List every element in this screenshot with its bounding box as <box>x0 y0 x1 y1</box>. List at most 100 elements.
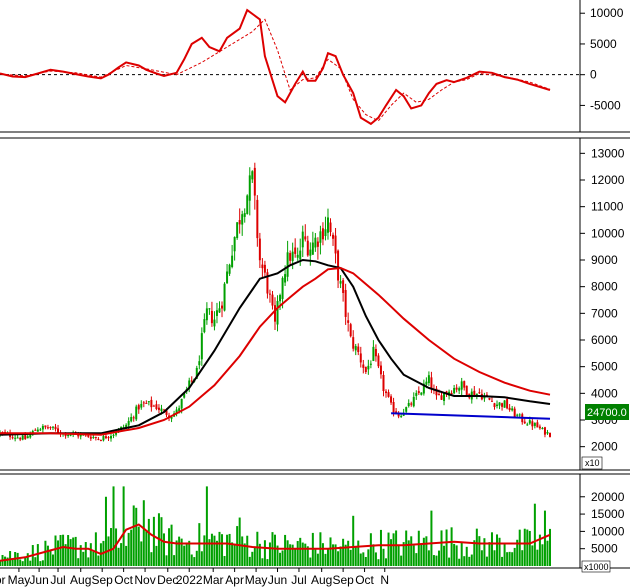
volume-bar <box>506 552 509 566</box>
candle-body <box>157 407 160 410</box>
x-tick-label: May <box>8 573 31 587</box>
volume-bar <box>258 543 261 566</box>
x-tick-label: Apr <box>225 573 244 587</box>
candle-body <box>291 251 294 262</box>
volume-bar <box>440 530 443 566</box>
candle-body <box>243 213 246 217</box>
volume-bar <box>291 544 294 566</box>
candle-body <box>377 355 380 367</box>
volume-bar <box>180 538 183 566</box>
candle-body <box>508 407 511 410</box>
volume-bar <box>496 534 499 566</box>
volume-tick-label: 15000 <box>591 507 625 521</box>
candle-body <box>506 398 509 409</box>
candle-body <box>513 408 516 417</box>
candle-body <box>203 319 206 333</box>
candle-body <box>147 401 150 403</box>
price-tick-label: 12000 <box>591 173 625 187</box>
candle-body <box>258 238 261 261</box>
volume-bar <box>488 542 491 566</box>
candle-body <box>145 402 148 404</box>
x-tick-label: Sep <box>91 573 113 587</box>
x-tick-label: Mar <box>203 573 224 587</box>
volume-bar <box>526 529 529 566</box>
volume-bar <box>546 540 549 566</box>
candle-body <box>170 417 173 419</box>
candle-body <box>321 228 324 240</box>
volume-bar <box>279 552 282 566</box>
candle-body <box>21 435 24 440</box>
candle-body <box>36 429 39 432</box>
volume-bar <box>296 541 299 566</box>
candle-body <box>246 195 249 214</box>
x-tick-label: Oct <box>114 573 133 587</box>
volume-bar <box>208 539 211 566</box>
candle-body <box>503 400 506 408</box>
candle-body <box>160 408 163 411</box>
candle-body <box>334 235 337 254</box>
volume-bar <box>374 552 377 566</box>
volume-bar <box>443 545 446 566</box>
candle-body <box>253 167 256 196</box>
volume-bar <box>531 545 534 566</box>
volume-bar <box>521 550 524 566</box>
volume-bar <box>518 529 521 566</box>
candle-body <box>306 240 309 256</box>
volume-bar <box>152 516 155 566</box>
x-tick-label: N <box>380 573 389 587</box>
candle-body <box>301 231 304 248</box>
candle-body <box>165 410 168 415</box>
price-tick-label: 5000 <box>591 360 618 374</box>
candle-body <box>458 388 461 391</box>
volume-bar <box>498 537 501 566</box>
volume-bar <box>316 553 319 566</box>
volume-bar <box>213 535 216 566</box>
volume-bar <box>359 553 362 566</box>
candle-body <box>213 319 216 327</box>
volume-bar <box>511 552 514 566</box>
volume-bar <box>523 528 526 566</box>
volume-bar <box>412 545 415 566</box>
x-tick-label: Dec <box>157 573 178 587</box>
candle-body <box>79 434 82 437</box>
volume-bar <box>178 536 181 566</box>
candle-body <box>437 394 440 396</box>
candle-body <box>493 403 496 407</box>
candle-body <box>339 281 342 284</box>
x-tick-label: Jul <box>50 573 65 587</box>
candle-body <box>475 393 478 397</box>
candle-body <box>241 214 244 225</box>
volume-bar <box>183 545 186 566</box>
candle-body <box>44 425 47 428</box>
candle-body <box>516 414 519 416</box>
candle-body <box>29 433 32 438</box>
volume-volume_ma-line <box>0 523 551 562</box>
volume-bar <box>46 545 49 566</box>
volume-bar <box>367 549 370 566</box>
volume-bar <box>6 557 9 566</box>
candle-body <box>125 424 128 428</box>
volume-tick-label: 10000 <box>591 524 625 538</box>
candle-body <box>228 264 231 274</box>
price-panel: 13000 12000 11000 10000 9000 8000 7000 6000 5000… <box>0 137 630 471</box>
candle-body <box>238 220 241 225</box>
candle-body <box>417 391 420 393</box>
candle-body <box>405 407 408 412</box>
candle-body <box>337 250 340 281</box>
candle-body <box>392 401 395 413</box>
volume-bar <box>430 510 433 566</box>
candle-body <box>463 381 466 388</box>
candle-body <box>19 437 22 440</box>
volume-bar <box>445 529 448 566</box>
price-tick-label: 9000 <box>591 253 618 267</box>
volume-bar <box>437 550 440 566</box>
candle-body <box>155 404 158 409</box>
volume-bar <box>190 554 193 566</box>
candle-body <box>248 175 251 201</box>
volume-bar <box>94 532 97 566</box>
volume-bar <box>198 523 201 566</box>
volume-bar <box>362 552 365 566</box>
volume-bar <box>420 543 423 566</box>
volume-bar <box>19 559 22 566</box>
volume-bar <box>193 557 196 566</box>
